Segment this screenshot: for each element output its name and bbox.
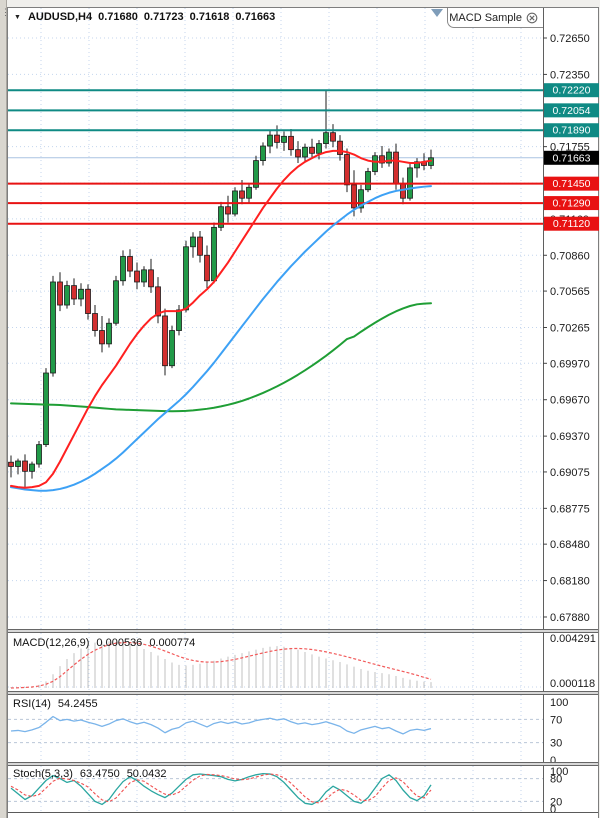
macd-panel-label: MACD(12,26,9) 0.000536 0.000774 <box>13 637 195 649</box>
expert-advisor-name: MACD Sample <box>449 11 522 24</box>
svg-text:0.71755: 0.71755 <box>550 142 590 154</box>
stoch-panel-label: Stoch(5,3,3) 63.4750 50.0432 <box>13 768 166 780</box>
stoch-value-d: 50.0432 <box>126 768 167 780</box>
rsi-value: 54.2455 <box>57 698 98 710</box>
svg-text:0.72220: 0.72220 <box>553 85 591 97</box>
svg-text:80: 80 <box>550 774 562 786</box>
svg-text:0.71890: 0.71890 <box>553 125 591 137</box>
macd-value-main: 0.000536 <box>96 637 143 649</box>
rsi-panel: 100 70 30 0 <box>8 697 568 767</box>
macd-indicator-name: MACD(12,26,9) <box>13 637 90 649</box>
svg-text:0.71120: 0.71120 <box>553 218 590 230</box>
svg-text:30: 30 <box>550 738 562 750</box>
svg-text:0.71663: 0.71663 <box>553 152 591 164</box>
chart-window <box>7 7 599 818</box>
rsi-panel-label: RSI(14) 54.2455 <box>13 698 98 710</box>
svg-text:0.68480: 0.68480 <box>550 539 590 551</box>
open-value: 0.71680 <box>98 11 138 23</box>
high-value: 0.71723 <box>143 11 184 23</box>
expert-advisor-badge[interactable]: MACD Sample <box>447 8 543 28</box>
low-value: 0.71618 <box>189 11 230 23</box>
svg-text:0.72350: 0.72350 <box>550 69 590 81</box>
macd-value-signal: 0.000774 <box>149 637 196 649</box>
svg-text:0.70860: 0.70860 <box>550 250 590 262</box>
rsi-indicator-name: RSI(14) <box>13 698 51 710</box>
down-arrow-marker <box>431 9 443 17</box>
panel-separator[interactable] <box>8 762 598 766</box>
svg-text:100: 100 <box>550 766 568 778</box>
svg-text:0.67880: 0.67880 <box>550 612 590 624</box>
svg-text:100: 100 <box>550 697 568 709</box>
svg-text:70: 70 <box>550 714 562 726</box>
svg-text:0.71450: 0.71450 <box>553 178 591 190</box>
macd-panel: 0.004291 0.000118 <box>8 633 596 690</box>
panel-separator[interactable] <box>8 691 598 695</box>
time-axis[interactable] <box>8 812 598 818</box>
svg-text:0.68180: 0.68180 <box>550 576 590 588</box>
svg-text:0: 0 <box>550 755 556 767</box>
svg-text:20: 20 <box>550 796 562 808</box>
symbol-period-label: AUDUSD,H4 <box>27 11 93 23</box>
close-value: 0.71663 <box>235 11 276 23</box>
svg-text:0.69075: 0.69075 <box>550 467 590 479</box>
candles <box>8 90 434 488</box>
moving-averages <box>10 149 432 492</box>
panel-grip-icon: ⋮ <box>1 7 10 17</box>
svg-text:0: 0 <box>550 804 556 816</box>
svg-text:0.69370: 0.69370 <box>550 431 590 443</box>
expert-status-icon[interactable] <box>526 12 538 24</box>
panel-separator[interactable] <box>8 629 598 633</box>
svg-text:0.69970: 0.69970 <box>550 358 590 370</box>
stoch-value-k: 63.4750 <box>79 768 120 780</box>
chart-grid <box>8 8 543 812</box>
svg-text:0.000118: 0.000118 <box>550 678 595 690</box>
svg-text:0.70265: 0.70265 <box>550 322 590 334</box>
svg-text:0.68775: 0.68775 <box>550 503 590 515</box>
price-axis[interactable]: 0.726500.723500.717550.711600.708600.705… <box>543 8 599 812</box>
svg-text:0.72650: 0.72650 <box>550 33 590 45</box>
side-toolbar-edge: ⋮ <box>0 0 10 818</box>
svg-text:0.004291: 0.004291 <box>550 633 596 645</box>
svg-text:0.70565: 0.70565 <box>550 286 590 298</box>
svg-text:0.69670: 0.69670 <box>550 395 590 407</box>
stoch-indicator-name: Stoch(5,3,3) <box>13 768 73 780</box>
svg-text:0.72054: 0.72054 <box>553 105 591 117</box>
chart-ohlc-header: ▼ AUDUSD,H4 0.71680 0.71723 0.71618 0.71… <box>14 11 275 23</box>
level-lines[interactable] <box>8 89 543 225</box>
svg-text:0.71290: 0.71290 <box>553 198 591 210</box>
chevron-down-icon[interactable]: ▼ <box>14 13 21 21</box>
